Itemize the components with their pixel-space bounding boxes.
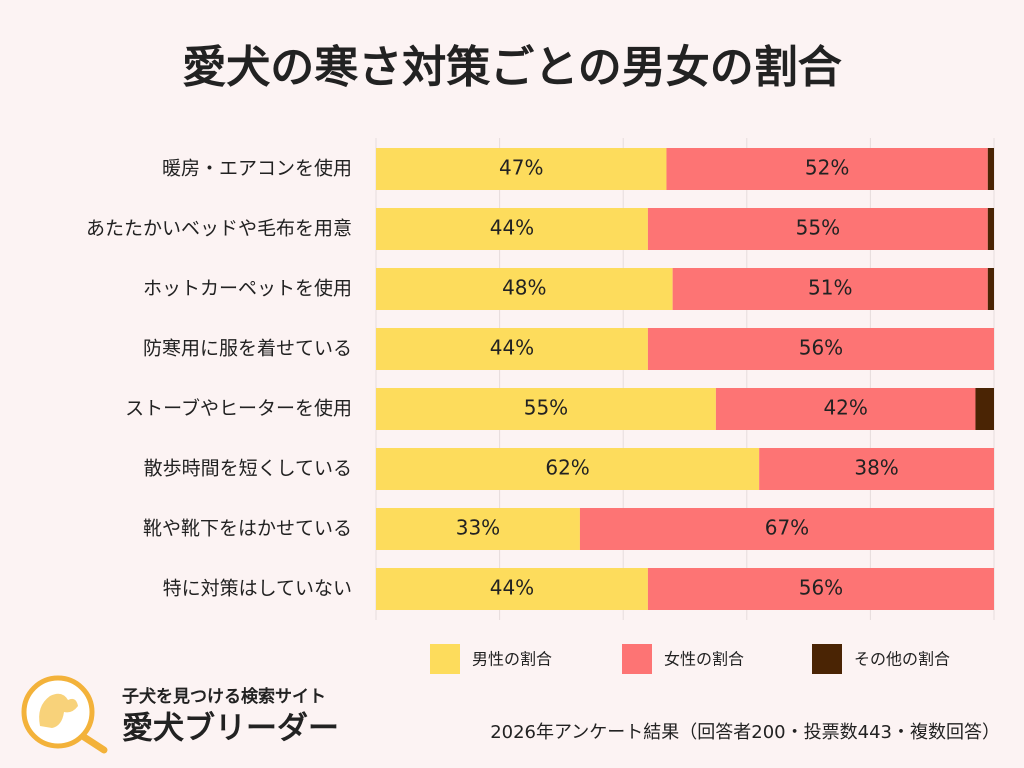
- logo: 子犬を見つける検索サイト 愛犬ブリーダー: [21, 675, 339, 754]
- data-label: 55%: [796, 216, 840, 240]
- data-label: 56%: [799, 576, 843, 600]
- y-tick-label: ホットカーペットを使用: [143, 278, 352, 300]
- data-label: 44%: [490, 336, 534, 360]
- legend-swatch: [622, 644, 652, 674]
- data-label: 42%: [823, 396, 867, 420]
- bar-segment: [666, 148, 988, 190]
- bar-segment: [987, 208, 994, 250]
- logo-icon-handle: [80, 733, 108, 754]
- data-label: 47%: [499, 156, 543, 180]
- bar-segment: [376, 148, 667, 190]
- legend-label: 男性の割合: [472, 650, 552, 669]
- legend-swatch: [812, 644, 842, 674]
- data-label: 33%: [456, 516, 500, 540]
- chart-title: 愛犬の寒さ対策ごとの男女の割合: [182, 42, 842, 93]
- bar-segment: [647, 568, 994, 610]
- data-label: 62%: [545, 456, 589, 480]
- data-label: 44%: [490, 216, 534, 240]
- y-tick-label: 防寒用に服を着せている: [143, 338, 352, 360]
- data-label: 51%: [808, 276, 852, 300]
- bar-segment: [987, 148, 994, 190]
- bar-segment: [376, 268, 673, 310]
- y-tick-label: 暖房・エアコンを使用: [162, 158, 352, 180]
- legend-swatch: [430, 644, 460, 674]
- bar-segment: [647, 208, 988, 250]
- data-label: 55%: [524, 396, 568, 420]
- logo-dog: [39, 693, 78, 728]
- bar-segment: [647, 328, 994, 370]
- bar-segment: [376, 448, 760, 490]
- data-label: 67%: [765, 516, 809, 540]
- bar-segment: [759, 448, 994, 490]
- logo-name: 愛犬ブリーダー: [122, 711, 339, 747]
- data-label: 56%: [799, 336, 843, 360]
- bar-segment: [579, 508, 994, 550]
- bar-segment: [376, 208, 648, 250]
- data-label: 48%: [502, 276, 546, 300]
- footnote: 2026年アンケート結果（回答者200・投票数443・複数回答）: [490, 722, 1000, 743]
- y-tick-label: 特に対策はしていない: [163, 578, 352, 600]
- data-label: 52%: [805, 156, 849, 180]
- y-tick-label: 散歩時間を短くしている: [144, 458, 352, 480]
- legend-label: 女性の割合: [664, 650, 744, 669]
- bar-segment: [987, 268, 994, 310]
- bar-segment: [715, 388, 976, 430]
- bar-segment: [376, 508, 580, 550]
- bar-segment: [672, 268, 988, 310]
- bar-segment: [376, 388, 716, 430]
- y-tick-label: ストーブやヒーターを使用: [125, 397, 352, 420]
- legend-label: その他の割合: [854, 650, 950, 669]
- bar-segment: [376, 568, 648, 610]
- logo-tagline: 子犬を見つける検索サイト: [122, 686, 326, 707]
- y-tick-label: 靴や靴下をはかせている: [143, 518, 352, 540]
- bar-segment: [975, 388, 994, 430]
- y-tick-label: あたたかいベッドや毛布を用意: [86, 218, 352, 240]
- data-label: 38%: [854, 456, 898, 480]
- bar-segment: [376, 328, 648, 370]
- data-label: 44%: [490, 576, 534, 600]
